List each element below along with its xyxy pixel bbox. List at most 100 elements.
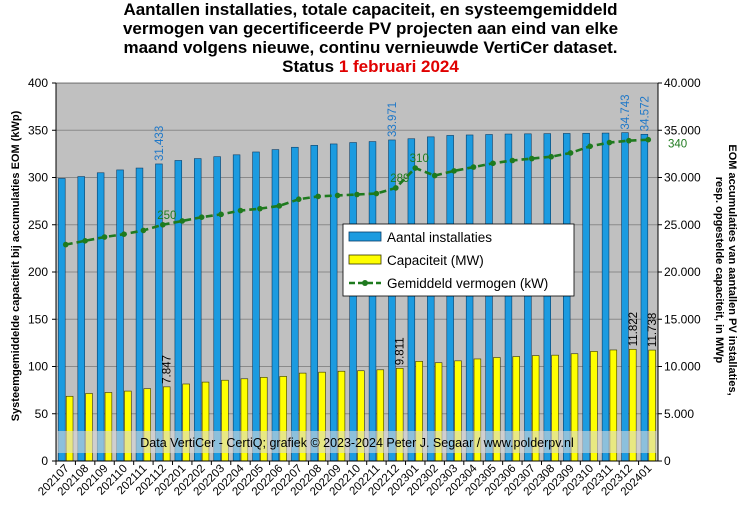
label-capaciteit: 7.847 [162, 355, 174, 384]
title-status: Status 1 februari 2024 [0, 57, 741, 76]
legend: Aantal installaties Capaciteit (MW) Gemidd… [342, 223, 575, 297]
average-point [315, 193, 321, 200]
label-installaties: 34.572 [639, 96, 651, 131]
legend-box [342, 223, 575, 297]
average-point [626, 137, 632, 144]
average-point [82, 238, 88, 244]
average-point [179, 218, 186, 224]
average-point [645, 136, 652, 143]
title-line-1: Aantallen installaties, totale capacitei… [123, 0, 618, 19]
average-point [587, 143, 593, 150]
bar-installaties [504, 133, 513, 462]
bar-installaties [232, 154, 241, 462]
data-labels-group: 31.433 33.971 34.743 34.572 7.847 9.811 11.822… [154, 94, 687, 383]
bar-installaties [96, 172, 105, 462]
bar-installaties [485, 134, 493, 462]
label-installaties: 33.971 [387, 102, 399, 137]
right-tick-label: 35.000 [664, 123, 701, 137]
bar-installaties [291, 146, 299, 462]
right-tick-label: 0 [664, 454, 671, 468]
bar-installaties [621, 132, 629, 462]
legend-swatch-installaties [348, 231, 382, 242]
label-gemiddeld: 340 [668, 139, 687, 151]
average-point [218, 211, 224, 218]
right-tick-label: 20.000 [664, 265, 701, 279]
label-capaciteit: 9.811 [395, 337, 407, 365]
average-point [121, 231, 127, 237]
chart-title: Aantallen installaties, totale capacitei… [0, 0, 741, 76]
left-tick-label: 400 [28, 76, 48, 90]
average-point [528, 155, 535, 162]
average-line-group [62, 136, 652, 248]
average-point [198, 214, 205, 220]
average-point [276, 203, 283, 209]
legend-swatch-capaciteit [348, 254, 382, 265]
average-point [393, 185, 399, 191]
left-tick-label: 100 [28, 360, 48, 374]
average-point [509, 157, 516, 164]
label-gemiddeld: 289 [390, 173, 409, 185]
left-tick-label: 200 [28, 265, 48, 279]
bar-installaties [640, 133, 649, 462]
bar-installaties [329, 143, 338, 462]
average-point [160, 221, 166, 228]
label-capaciteit: 11.822 [628, 312, 640, 346]
bar-installaties [252, 151, 260, 462]
left-tick-label: 300 [28, 171, 48, 185]
title-line-3: maand volgens nieuwe, continu vernieuwde… [123, 38, 618, 57]
bar-installaties [582, 132, 590, 462]
average-point [373, 190, 380, 197]
average-point [334, 192, 341, 199]
status-date: 1 februari 2024 [338, 57, 459, 76]
right-tick-label: 25.000 [664, 218, 701, 232]
right-tick-label: 10.000 [664, 360, 701, 374]
bar-installaties [271, 149, 280, 462]
average-point [257, 205, 263, 212]
bar-installaties [465, 134, 474, 462]
right-tick-label: 40.000 [664, 76, 701, 90]
legend-label: Gemiddeld vermogen (kW) [387, 276, 548, 291]
bar-installaties [601, 132, 610, 462]
label-gemiddeld: 310 [410, 153, 429, 165]
bar-installaties [155, 163, 163, 462]
bar-installaties [174, 160, 183, 462]
bar-installaties [349, 142, 357, 462]
label-capaciteit: 11.738 [647, 313, 659, 347]
left-tick-label: 250 [28, 218, 48, 232]
legend-swatch-gemiddeld-marker [362, 280, 368, 286]
average-point [101, 234, 108, 240]
credit-box: Data VertiCer - CertiQ; grafiek © 2023-2… [57, 431, 657, 453]
average-point [470, 164, 477, 170]
average-point [237, 207, 244, 214]
bar-installaties [543, 133, 551, 462]
bar-installaties [407, 138, 416, 462]
average-point [62, 241, 69, 248]
bar-installaties [563, 133, 571, 462]
bar-installaties [77, 176, 85, 462]
average-point [354, 191, 360, 198]
average-point [140, 227, 147, 234]
credit-text: Data VertiCer - CertiQ; grafiek © 2023-2… [140, 436, 573, 450]
average-point [606, 139, 613, 146]
left-tick-label: 0 [41, 454, 48, 468]
bar-installaties [194, 158, 202, 462]
average-point [431, 172, 438, 179]
right-tick-label: 30.000 [664, 171, 701, 185]
label-installaties: 34.743 [620, 94, 632, 129]
bar-installaties [368, 141, 377, 462]
bar-installaties [427, 136, 435, 462]
right-tick-label: 15.000 [664, 312, 701, 326]
bar-installaties [58, 178, 66, 462]
left-tick-label: 50 [35, 407, 49, 421]
average-point [567, 150, 574, 156]
legend-label: Aantal installaties [387, 230, 492, 245]
bar-installaties [135, 167, 144, 462]
left-tick-label: 350 [28, 123, 48, 137]
status-prefix: Status [282, 57, 339, 76]
average-point [451, 168, 457, 174]
bar-installaties [310, 145, 318, 462]
average-point [490, 160, 496, 167]
bar-installaties [116, 169, 124, 462]
bars-group [58, 132, 656, 462]
right-tick-label: 5.000 [664, 407, 694, 421]
